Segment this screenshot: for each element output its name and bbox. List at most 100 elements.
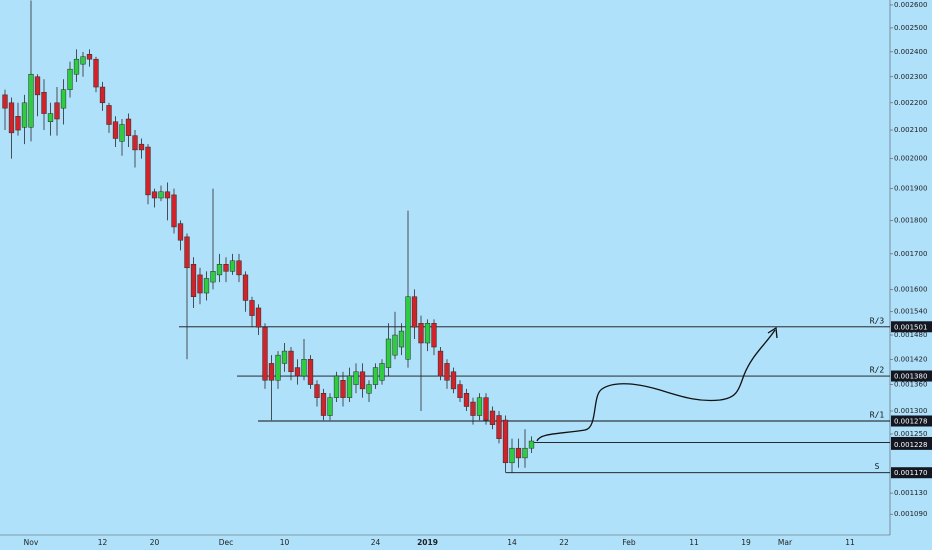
y-tick-label: 0.001900 [894,185,927,193]
candle-body [80,56,86,65]
candle-body [320,392,327,416]
x-tick-label: 20 [150,538,160,547]
y-tick-label: 0.002100 [894,126,927,134]
x-tick-label: Dec [219,538,234,547]
y-tick-label: 0.001420 [894,355,927,363]
candle-body [47,113,54,122]
x-tick-label: Feb [622,538,636,547]
candle-body [437,350,444,377]
candle-body [171,194,177,228]
candle-body [515,447,522,459]
y-tick-label: 0.002500 [894,24,927,32]
candle-body [346,375,353,398]
price-label-box [891,415,932,427]
candle-body [294,367,301,377]
y-tick-label: 0.001360 [894,381,927,389]
price-label: 0.001278 [894,417,927,425]
y-tick-label: 0.001600 [894,285,927,293]
y-tick-label: 0.002000 [894,155,927,163]
candle-body [28,73,34,128]
plot [2,0,890,474]
x-tick-label: 14 [507,538,517,547]
y-tick-label: 0.001800 [894,216,927,224]
candle-body [340,380,346,398]
candle-body [301,359,307,377]
candle-body [268,363,275,381]
level-name: S [875,462,880,471]
candle-body [106,105,112,125]
price-label: 0.001228 [894,441,927,449]
candle-body [229,260,236,272]
candle-body [210,271,216,283]
y-tick-label: 0.001250 [894,430,927,438]
candle-body [327,397,333,416]
candle-body [450,371,457,390]
y-tick-label: 0.002200 [894,99,927,107]
candle-body [86,54,93,60]
x-tick-label: 11 [845,538,855,547]
candle-body [132,135,138,151]
candle-body [177,223,184,241]
candle-body [93,58,99,88]
candle-body [34,76,41,96]
candle-body [223,264,229,272]
candle-body [197,274,203,294]
y-tick-label: 0.001700 [894,250,927,258]
candle-body [119,124,125,142]
candle-body [528,440,535,449]
price-label: 0.001170 [894,469,927,477]
candle-body [8,102,15,134]
candle-body [190,264,197,297]
y-tick-label: 0.002400 [894,48,927,56]
candle-body [281,350,288,364]
candle-body [203,278,210,294]
y-tick-label: 0.002600 [894,1,927,9]
candle-body [73,58,80,75]
candle-body [184,236,190,269]
candle-body [359,371,366,390]
candle-body [431,323,437,348]
candle-body [242,274,249,301]
x-tick-label: 12 [98,538,108,547]
candle-body [151,191,158,199]
candle-body [307,359,314,385]
candle-body [314,384,320,398]
candle-body [372,367,379,385]
candle-body [138,143,145,151]
candle-body [112,121,119,139]
x-tick-label: 11 [689,538,699,547]
candle-body [366,384,372,394]
candle-body [125,118,132,136]
candle-body [216,264,223,276]
level-name: R/3 [870,316,885,325]
candle-body [489,410,496,425]
candle-body [353,371,359,385]
price-label: 0.001380 [894,373,927,381]
price-label-box [891,467,932,479]
candle-body [476,397,483,416]
x-tick-label: Mar [778,538,793,547]
y-tick-label: 0.001540 [894,308,927,316]
x-tick-label: 10 [280,538,290,547]
candle-body [483,397,489,421]
candle-body [2,94,8,109]
y-tick-label: 0.001090 [894,510,927,518]
candle-body [379,363,385,381]
price-label-box [891,321,932,333]
candle-body [158,191,164,199]
y-tick-label: 0.001480 [894,331,927,339]
x-tick-label: 19 [741,538,751,547]
candle-body [463,392,470,407]
candle-body [333,375,340,398]
level-name: R/1 [870,410,885,419]
candle-body [99,86,106,104]
x-tick-label: 2019 [417,538,438,547]
level-name: R/2 [870,366,885,375]
y-tick-label: 0.001300 [894,407,927,415]
candle-body [262,326,268,381]
candle-body [522,447,528,459]
x-tick-label: Nov [24,538,39,547]
candle-body [496,415,502,439]
